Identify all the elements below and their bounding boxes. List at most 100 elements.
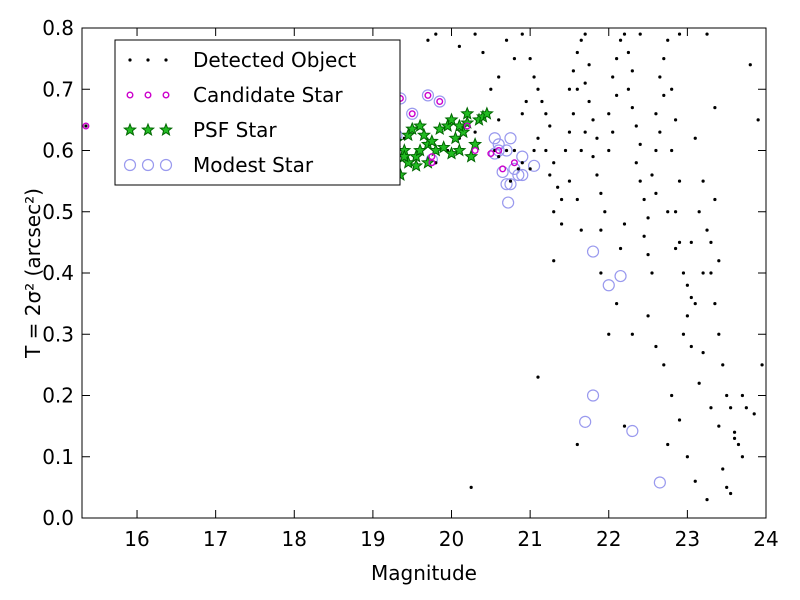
detected-object-point [685,314,689,318]
detected-object-point [717,424,721,428]
legend-marker [126,91,134,99]
detected-object-point [666,442,670,447]
legend-marker [141,158,155,172]
detected-object-point [662,363,666,367]
candidate-star-point [495,146,503,154]
legend-label: Candidate Star [193,83,343,107]
detected-object-point [701,351,705,355]
detected-object-point [583,81,587,85]
detected-object-point [681,271,686,275]
modest-star-point [500,178,513,191]
candidate-star-point [408,110,416,118]
detected-object-point [670,148,674,153]
x-tick-label: 20 [439,527,464,551]
detected-object-point [705,498,709,502]
detected-object-point [599,271,603,275]
detected-object-point [748,63,752,67]
detected-object-point [721,363,725,367]
detected-object-point [666,210,670,214]
detected-object-point [520,161,524,165]
detected-object-point [611,130,615,134]
legend-marker [158,122,174,136]
psf-star-point [428,143,443,157]
axis-ticks: 16 17 18 19 20 21 22 23 24 0.0 0.1 0.2 0.3 0.4 0.5 0.6 0… [42,16,779,551]
modest-star-point [502,196,515,209]
detected-object-point [693,479,697,483]
detected-object-point [567,179,572,183]
psf-star-point [424,133,439,148]
x-axis-label: Magnitude [371,561,477,585]
detected-object-point [622,424,627,428]
psf-star-point [460,115,475,129]
legend-marker [140,122,156,136]
detected-object-point [732,436,737,440]
modest-star-point [586,245,600,258]
detected-object-point [736,442,741,447]
detected-object-point [540,99,544,104]
detected-object-point [654,191,658,195]
detected-object-point [630,69,634,73]
modest-star-point [516,150,529,163]
detected-object-point [536,87,540,91]
detected-object-point [618,246,623,251]
detected-object-point [677,179,682,183]
detected-object-point [544,148,548,153]
detected-object-point [579,228,583,232]
detected-object-point [689,344,693,349]
detected-object-point [607,148,611,153]
detected-object-point [524,99,528,104]
modest-star-point [626,424,639,438]
psf-star-point [405,121,420,136]
detected-object-point [559,222,564,226]
legend-label: Modest Star [193,153,314,177]
legend-marker [164,58,168,62]
detected-object-point [532,75,536,79]
detected-object-point [673,246,678,251]
detected-object-point [693,136,697,140]
detected-object-point [575,442,579,447]
detected-object-point [760,363,764,367]
detected-object-point [512,57,517,61]
detected-object-point [583,32,587,36]
detected-object-point [599,191,603,195]
detected-object-point [548,173,552,177]
modest-star-point [653,476,666,489]
detected-object-point [575,197,579,202]
detected-object-point [654,344,658,349]
detected-object-point [717,259,721,263]
detected-object-point [662,57,666,61]
y-tick-label: 0.6 [42,139,74,163]
detected-object-point [504,148,509,153]
detected-object-point [508,179,513,183]
detected-object-point [575,50,579,55]
detected-object-point [591,155,595,159]
psf-star-point [413,118,428,132]
psf-star-point [444,146,459,160]
candidate-star-point [428,159,436,167]
y-tick-label: 0.2 [42,384,74,408]
detected-object-point [697,210,701,214]
legend-marker [144,91,152,99]
detected-object-point [654,112,658,116]
legend-marker [162,91,170,99]
detected-object-point [729,491,733,496]
legend-item: Detected Object [128,48,356,72]
psf-star-point [468,137,483,151]
detected-object-point [705,228,709,232]
detected-object-point [603,210,607,214]
detected-object-point [713,197,717,202]
detected-object-point [673,210,678,214]
modest-star-point [579,415,592,428]
modest-star-point [504,132,517,145]
detected-object-point [489,87,493,91]
detected-object-point [756,118,760,122]
detected-object-point [532,148,536,153]
detected-object-point [634,124,638,128]
detected-object-point [615,302,619,306]
detected-object-point [497,118,501,122]
detected-object-point [725,393,729,398]
legend: Detected Object Candidate Star PSF Star Mod… [114,39,401,186]
y-tick-label: 0.1 [42,445,74,469]
detected-object-point [587,99,591,104]
